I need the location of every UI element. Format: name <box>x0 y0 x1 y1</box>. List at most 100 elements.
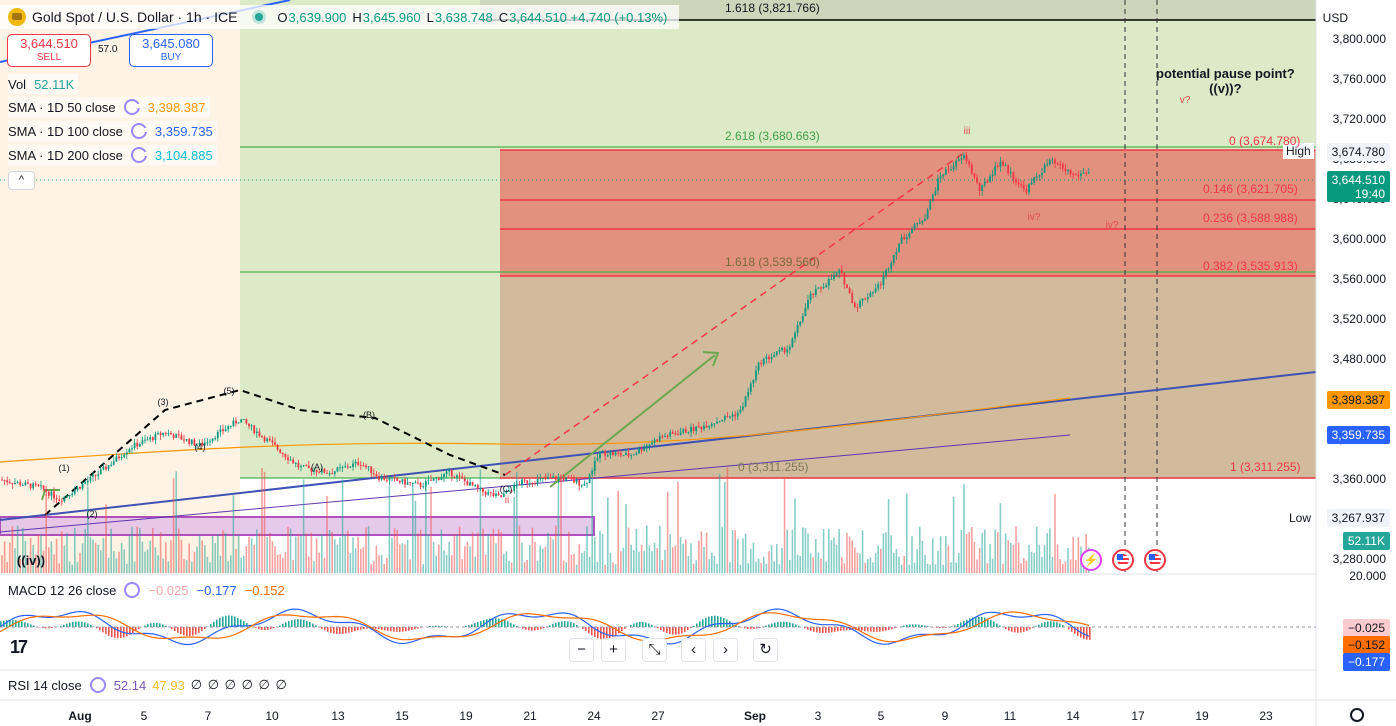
macd-bar <box>822 627 824 633</box>
volume-bar <box>105 504 107 573</box>
ohlc-high: H3,645.960 <box>352 9 421 25</box>
rsi-legend[interactable]: RSI 14 close 52.14 47.93 ∅ ∅ ∅ ∅ ∅ ∅ <box>8 677 288 693</box>
us-event-icon[interactable] <box>1112 549 1134 571</box>
macd-bar <box>939 627 941 629</box>
volume-bar <box>149 540 151 573</box>
candle-body <box>201 442 204 446</box>
candle-body <box>409 482 412 484</box>
candle-body <box>510 490 513 492</box>
scroll-forward-button[interactable]: › <box>713 638 738 662</box>
volume-bar <box>581 553 583 573</box>
volume-bar <box>253 544 255 573</box>
legend-sma100[interactable]: SMA · 1D 100 close 3,359.735 <box>8 121 217 141</box>
macd-bar <box>810 627 812 631</box>
collapse-legend-button[interactable]: ^ <box>8 171 35 190</box>
volume-bar <box>464 546 466 573</box>
macd-bar <box>225 615 227 627</box>
volume-bar <box>516 471 518 573</box>
macd-bar <box>528 627 530 631</box>
macd-bar <box>669 627 671 635</box>
fib-red-0146-label: 0.146 (3,621.705) <box>1203 182 1298 196</box>
candle-body <box>175 434 178 438</box>
volume-bar <box>776 543 778 573</box>
volume-bar <box>674 545 677 573</box>
candle-body <box>71 493 74 496</box>
zoom-in-button[interactable]: + <box>601 638 626 662</box>
volume-bar <box>1023 557 1025 573</box>
macd-bar <box>996 623 998 627</box>
legend-sma200[interactable]: SMA · 1D 200 close 3,104.885 <box>8 145 217 165</box>
us-event-icon[interactable] <box>1144 549 1166 571</box>
time-tick-label: 7 <box>204 709 212 723</box>
tradingview-logo[interactable]: 17 <box>10 637 28 657</box>
candle-body <box>118 456 120 459</box>
volume-bar <box>318 552 320 573</box>
candle-body <box>411 482 414 484</box>
volume-bar <box>237 535 240 573</box>
volume-bar <box>646 525 648 573</box>
candle-body <box>526 480 529 484</box>
volume-bar <box>1010 542 1012 573</box>
candle-body <box>354 461 357 464</box>
volume-bar <box>627 527 630 573</box>
flash-event-icon[interactable]: ⚡ <box>1080 549 1102 571</box>
volume-bar <box>79 552 81 573</box>
candle-body <box>359 464 362 466</box>
rsi-value: 52.14 <box>113 677 147 693</box>
macd-bar <box>378 627 380 630</box>
price-tick-label: 3,360.000 <box>1332 472 1386 486</box>
macd-bar <box>156 622 158 627</box>
volume-bar <box>1049 528 1051 573</box>
candle-body <box>466 481 469 486</box>
macd-bar <box>615 627 617 636</box>
symbol-title[interactable]: Gold Spot / U.S. Dollar · 1h · ICE <box>32 9 238 25</box>
volume-bar <box>331 531 333 573</box>
sma50-value: 3,398.387 <box>147 99 206 115</box>
volume-bar <box>578 544 580 573</box>
scroll-back-button[interactable]: ‹ <box>681 638 706 662</box>
volume-bar <box>401 543 404 573</box>
candle-body <box>474 485 477 487</box>
buy-button[interactable]: 3,645.080 BUY <box>129 34 213 67</box>
settings-gear-icon[interactable] <box>1350 708 1364 722</box>
volume-bar <box>19 558 21 573</box>
candle-body <box>250 425 253 427</box>
macd-bar <box>879 627 881 632</box>
volume-bar <box>781 547 783 573</box>
candle-body <box>315 469 318 473</box>
legend-volume[interactable]: Vol 52.11K <box>8 74 79 94</box>
volume-bar <box>458 526 461 573</box>
volume-bar <box>94 542 97 573</box>
macd-legend[interactable]: MACD 12 26 close −0.025 −0.177 −0.152 <box>8 582 285 598</box>
volume-bar <box>1036 526 1038 573</box>
candle-body <box>898 243 900 253</box>
volume-bar <box>698 540 700 573</box>
candle-body <box>385 479 388 481</box>
volume-bar <box>487 534 489 573</box>
volume-bar <box>279 553 281 573</box>
volume-bar <box>375 545 378 573</box>
volume-bar <box>997 532 999 573</box>
currency-label[interactable]: USD <box>1322 11 1348 25</box>
candle-body <box>242 419 245 421</box>
reset-zoom-button[interactable]: ⤡ <box>642 638 667 662</box>
legend-sma50[interactable]: SMA · 1D 50 close 3,398.387 <box>8 97 210 117</box>
volume-bar <box>794 498 796 573</box>
macd-bar <box>162 624 164 627</box>
macd-bar <box>852 627 854 630</box>
reset-chart-button[interactable]: ↻ <box>753 638 778 662</box>
volume-bar <box>620 551 622 573</box>
macd-bar <box>633 623 635 627</box>
zoom-out-button[interactable]: − <box>569 638 594 662</box>
volume-bar <box>479 469 482 573</box>
macd-bar <box>960 622 962 627</box>
macd-bar <box>564 621 566 627</box>
macd-bar <box>927 626 929 627</box>
candle-body <box>211 438 214 442</box>
candle-body <box>729 416 731 418</box>
sell-button[interactable]: 3,644.510 SELL <box>7 34 91 67</box>
candle-body <box>107 465 110 470</box>
volume-bar <box>482 528 484 573</box>
candle-body <box>1082 172 1085 174</box>
